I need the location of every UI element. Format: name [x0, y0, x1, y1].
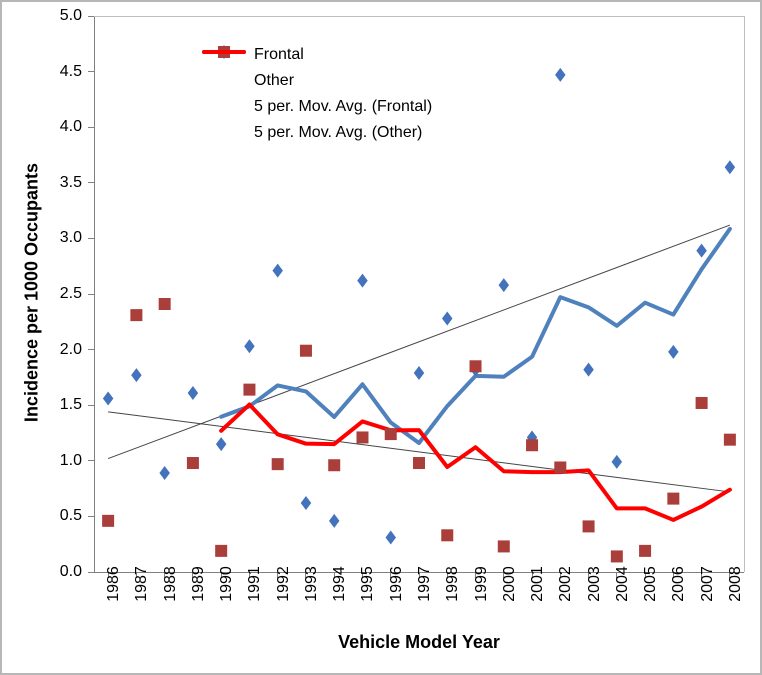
trend-other-line: [108, 412, 730, 492]
x-tick-label: 1993: [303, 566, 321, 602]
y-tick-label: 4.0: [42, 118, 82, 136]
x-tick-label: 1990: [218, 566, 236, 602]
x-tick-label: 1994: [331, 566, 349, 602]
frontal-moving-avg-line: [221, 229, 730, 443]
y-tick-label: 2.0: [42, 341, 82, 359]
frontal-marker: [725, 160, 736, 174]
frontal-marker: [696, 244, 707, 258]
y-tick-label: 0.5: [42, 507, 82, 525]
other-marker: [724, 434, 736, 446]
frontal-marker: [216, 437, 227, 451]
other-marker: [187, 457, 199, 469]
y-tick-label: 0.0: [42, 563, 82, 581]
other-marker: [130, 309, 142, 321]
y-tick-label: 3.0: [42, 229, 82, 247]
x-tick-label: 1998: [444, 566, 462, 602]
x-tick-label: 1991: [246, 566, 264, 602]
legend-label: Other: [254, 72, 294, 90]
other-marker: [667, 493, 679, 505]
x-axis-title: Vehicle Model Year: [319, 632, 519, 653]
y-tick-label: 4.5: [42, 63, 82, 81]
x-tick-label: 1999: [473, 566, 491, 602]
frontal-marker: [442, 311, 453, 325]
frontal-marker: [555, 68, 566, 82]
other-marker: [356, 431, 368, 443]
x-tick-label: 1986: [105, 566, 123, 602]
other-marker: [470, 360, 482, 372]
other-marker: [328, 459, 340, 471]
other-marker: [696, 397, 708, 409]
other-marker: [102, 515, 114, 527]
x-tick-label: 1992: [275, 566, 293, 602]
legend-label: 5 per. Mov. Avg. (Frontal): [254, 98, 432, 116]
x-tick-label: 2003: [586, 566, 604, 602]
frontal-marker: [414, 366, 425, 380]
y-axis-title: Incidence per 1000 Occupants: [22, 143, 43, 443]
frontal-marker: [329, 514, 340, 528]
x-tick-label: 1987: [133, 566, 151, 602]
other-moving-avg-line: [221, 405, 730, 520]
x-tick-label: 2004: [614, 566, 632, 602]
frontal-marker: [499, 278, 510, 292]
x-tick-label: 2002: [557, 566, 575, 602]
frontal-marker: [668, 345, 679, 359]
x-tick-label: 1996: [388, 566, 406, 602]
y-tick-label: 1.5: [42, 396, 82, 414]
other-marker: [498, 540, 510, 552]
x-tick-label: 2005: [642, 566, 660, 602]
frontal-marker: [103, 392, 114, 406]
plot-right-border: [744, 16, 745, 572]
frontal-marker: [357, 274, 368, 288]
frontal-marker: [272, 264, 283, 278]
legend-item: Other: [202, 68, 432, 94]
frontal-marker: [131, 368, 142, 382]
y-tick-label: 2.5: [42, 285, 82, 303]
x-tick-label: 1988: [162, 566, 180, 602]
x-tick-label: 1995: [359, 566, 377, 602]
other-marker: [526, 439, 538, 451]
legend-swatch: [202, 71, 246, 91]
x-tick-label: 2000: [501, 566, 519, 602]
legend-swatch: [202, 123, 246, 143]
chart-frame: 0.0 0.5 1.0 1.5 2.0 2.5 3.0 3.5 4.0 4.5 5.0 1986 198…: [0, 0, 762, 675]
other-marker: [300, 345, 312, 357]
other-marker: [554, 461, 566, 473]
frontal-marker: [188, 386, 199, 400]
x-tick-label: 2001: [529, 566, 547, 602]
other-marker: [611, 550, 623, 562]
x-tick-label: 1989: [190, 566, 208, 602]
legend-item: 5 per. Mov. Avg. (Frontal): [202, 94, 432, 120]
frontal-marker: [244, 339, 255, 353]
y-tick-label: 3.5: [42, 174, 82, 192]
other-marker: [583, 520, 595, 532]
legend: Frontal Other 5 per. Mov. Avg. (Frontal) 5 …: [202, 42, 432, 146]
frontal-marker: [385, 531, 396, 545]
other-marker: [385, 428, 397, 440]
legend-swatch: [202, 97, 246, 117]
legend-label: Frontal: [254, 46, 304, 64]
other-marker: [272, 458, 284, 470]
frontal-marker: [301, 496, 312, 510]
x-tick-label: 2006: [670, 566, 688, 602]
other-marker: [441, 529, 453, 541]
y-tick-label: 1.0: [42, 452, 82, 470]
other-marker: [639, 545, 651, 557]
other-marker: [159, 298, 171, 310]
frontal-marker: [159, 466, 170, 480]
frontal-marker: [612, 455, 623, 469]
legend-item: 5 per. Mov. Avg. (Other): [202, 120, 432, 146]
frontal-marker: [583, 363, 594, 377]
other-marker: [243, 384, 255, 396]
y-tick-label: 5.0: [42, 7, 82, 25]
x-tick-label: 2008: [727, 566, 745, 602]
other-marker: [413, 457, 425, 469]
x-tick-label: 1997: [416, 566, 434, 602]
legend-label: 5 per. Mov. Avg. (Other): [254, 124, 422, 142]
other-marker: [215, 545, 227, 557]
x-tick-label: 2007: [699, 566, 717, 602]
